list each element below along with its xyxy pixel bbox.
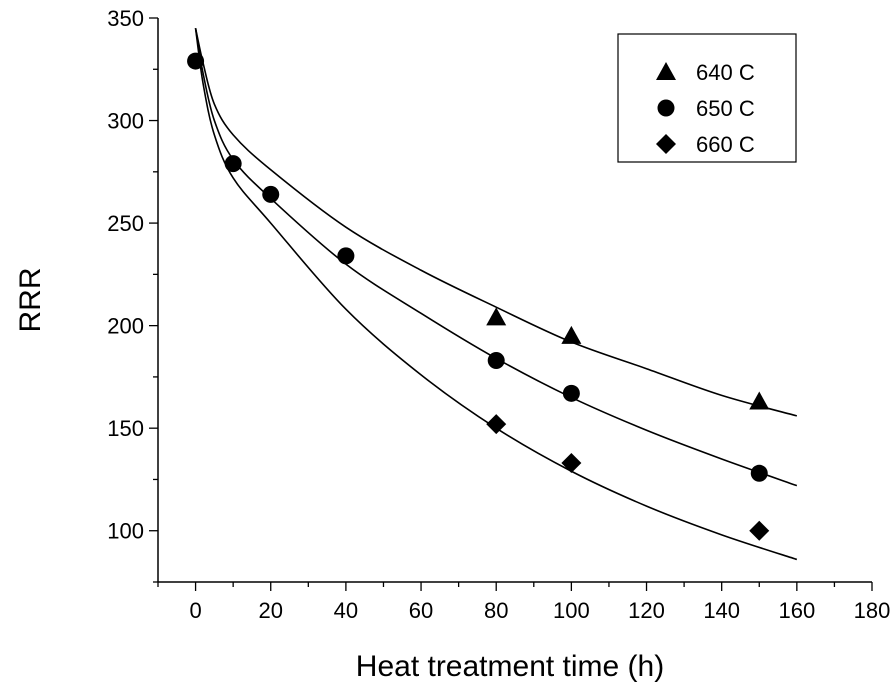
data-markers — [187, 52, 770, 541]
legend-label: 650 C — [696, 96, 755, 121]
legend: 640 C 650 C 660 C — [617, 33, 797, 163]
x-tick-label: 20 — [258, 598, 282, 623]
diamond-data-point — [749, 520, 770, 541]
legend-box — [617, 33, 797, 163]
x-tick-label: 140 — [703, 598, 740, 623]
y-tick-label: 100 — [107, 519, 144, 544]
y-tick-label: 350 — [107, 6, 144, 31]
circle-data-point — [487, 352, 505, 370]
y-axis-title: RRR — [14, 268, 47, 333]
triangle-data-point — [486, 307, 507, 326]
diamond-data-point — [561, 453, 582, 474]
x-axis-title: Heat treatment time (h) — [356, 650, 664, 683]
x-tick-label: 180 — [854, 598, 891, 623]
legend-circle-icon — [657, 99, 675, 117]
legend-label: 660 C — [696, 132, 755, 157]
x-tick-label: 160 — [778, 598, 815, 623]
circle-data-point — [562, 384, 580, 402]
y-tick-label: 250 — [107, 211, 144, 236]
y-tick-label: 150 — [107, 416, 144, 441]
x-tick-label: 100 — [553, 598, 590, 623]
fit-curve-triangle — [194, 28, 798, 417]
legend-diamond-icon — [656, 134, 676, 154]
circle-data-point — [337, 247, 355, 265]
y-tick-label: 200 — [107, 314, 144, 339]
x-tick-label: 40 — [334, 598, 358, 623]
x-tick-label: 0 — [189, 598, 201, 623]
x-tick-label: 120 — [628, 598, 665, 623]
x-tick-label: 80 — [484, 598, 508, 623]
circle-data-point — [224, 155, 242, 173]
y-tick-label: 300 — [107, 109, 144, 134]
circle-data-point — [262, 185, 280, 203]
fit-curve-diamond — [194, 28, 798, 561]
legend-triangle-icon — [656, 62, 676, 80]
legend-label: 640 C — [696, 60, 755, 85]
triangle-data-point — [561, 325, 582, 344]
circle-data-point — [750, 464, 768, 482]
fit-curves — [194, 28, 798, 561]
x-tick-label: 60 — [409, 598, 433, 623]
fit-curve-circle — [194, 28, 798, 487]
triangle-data-point — [749, 391, 770, 410]
circle-data-point — [187, 52, 205, 70]
axes: 100 150 200 250 300 350 0 20 40 60 80 100 120 140 160 1… — [107, 6, 890, 623]
diamond-data-point — [486, 414, 507, 435]
